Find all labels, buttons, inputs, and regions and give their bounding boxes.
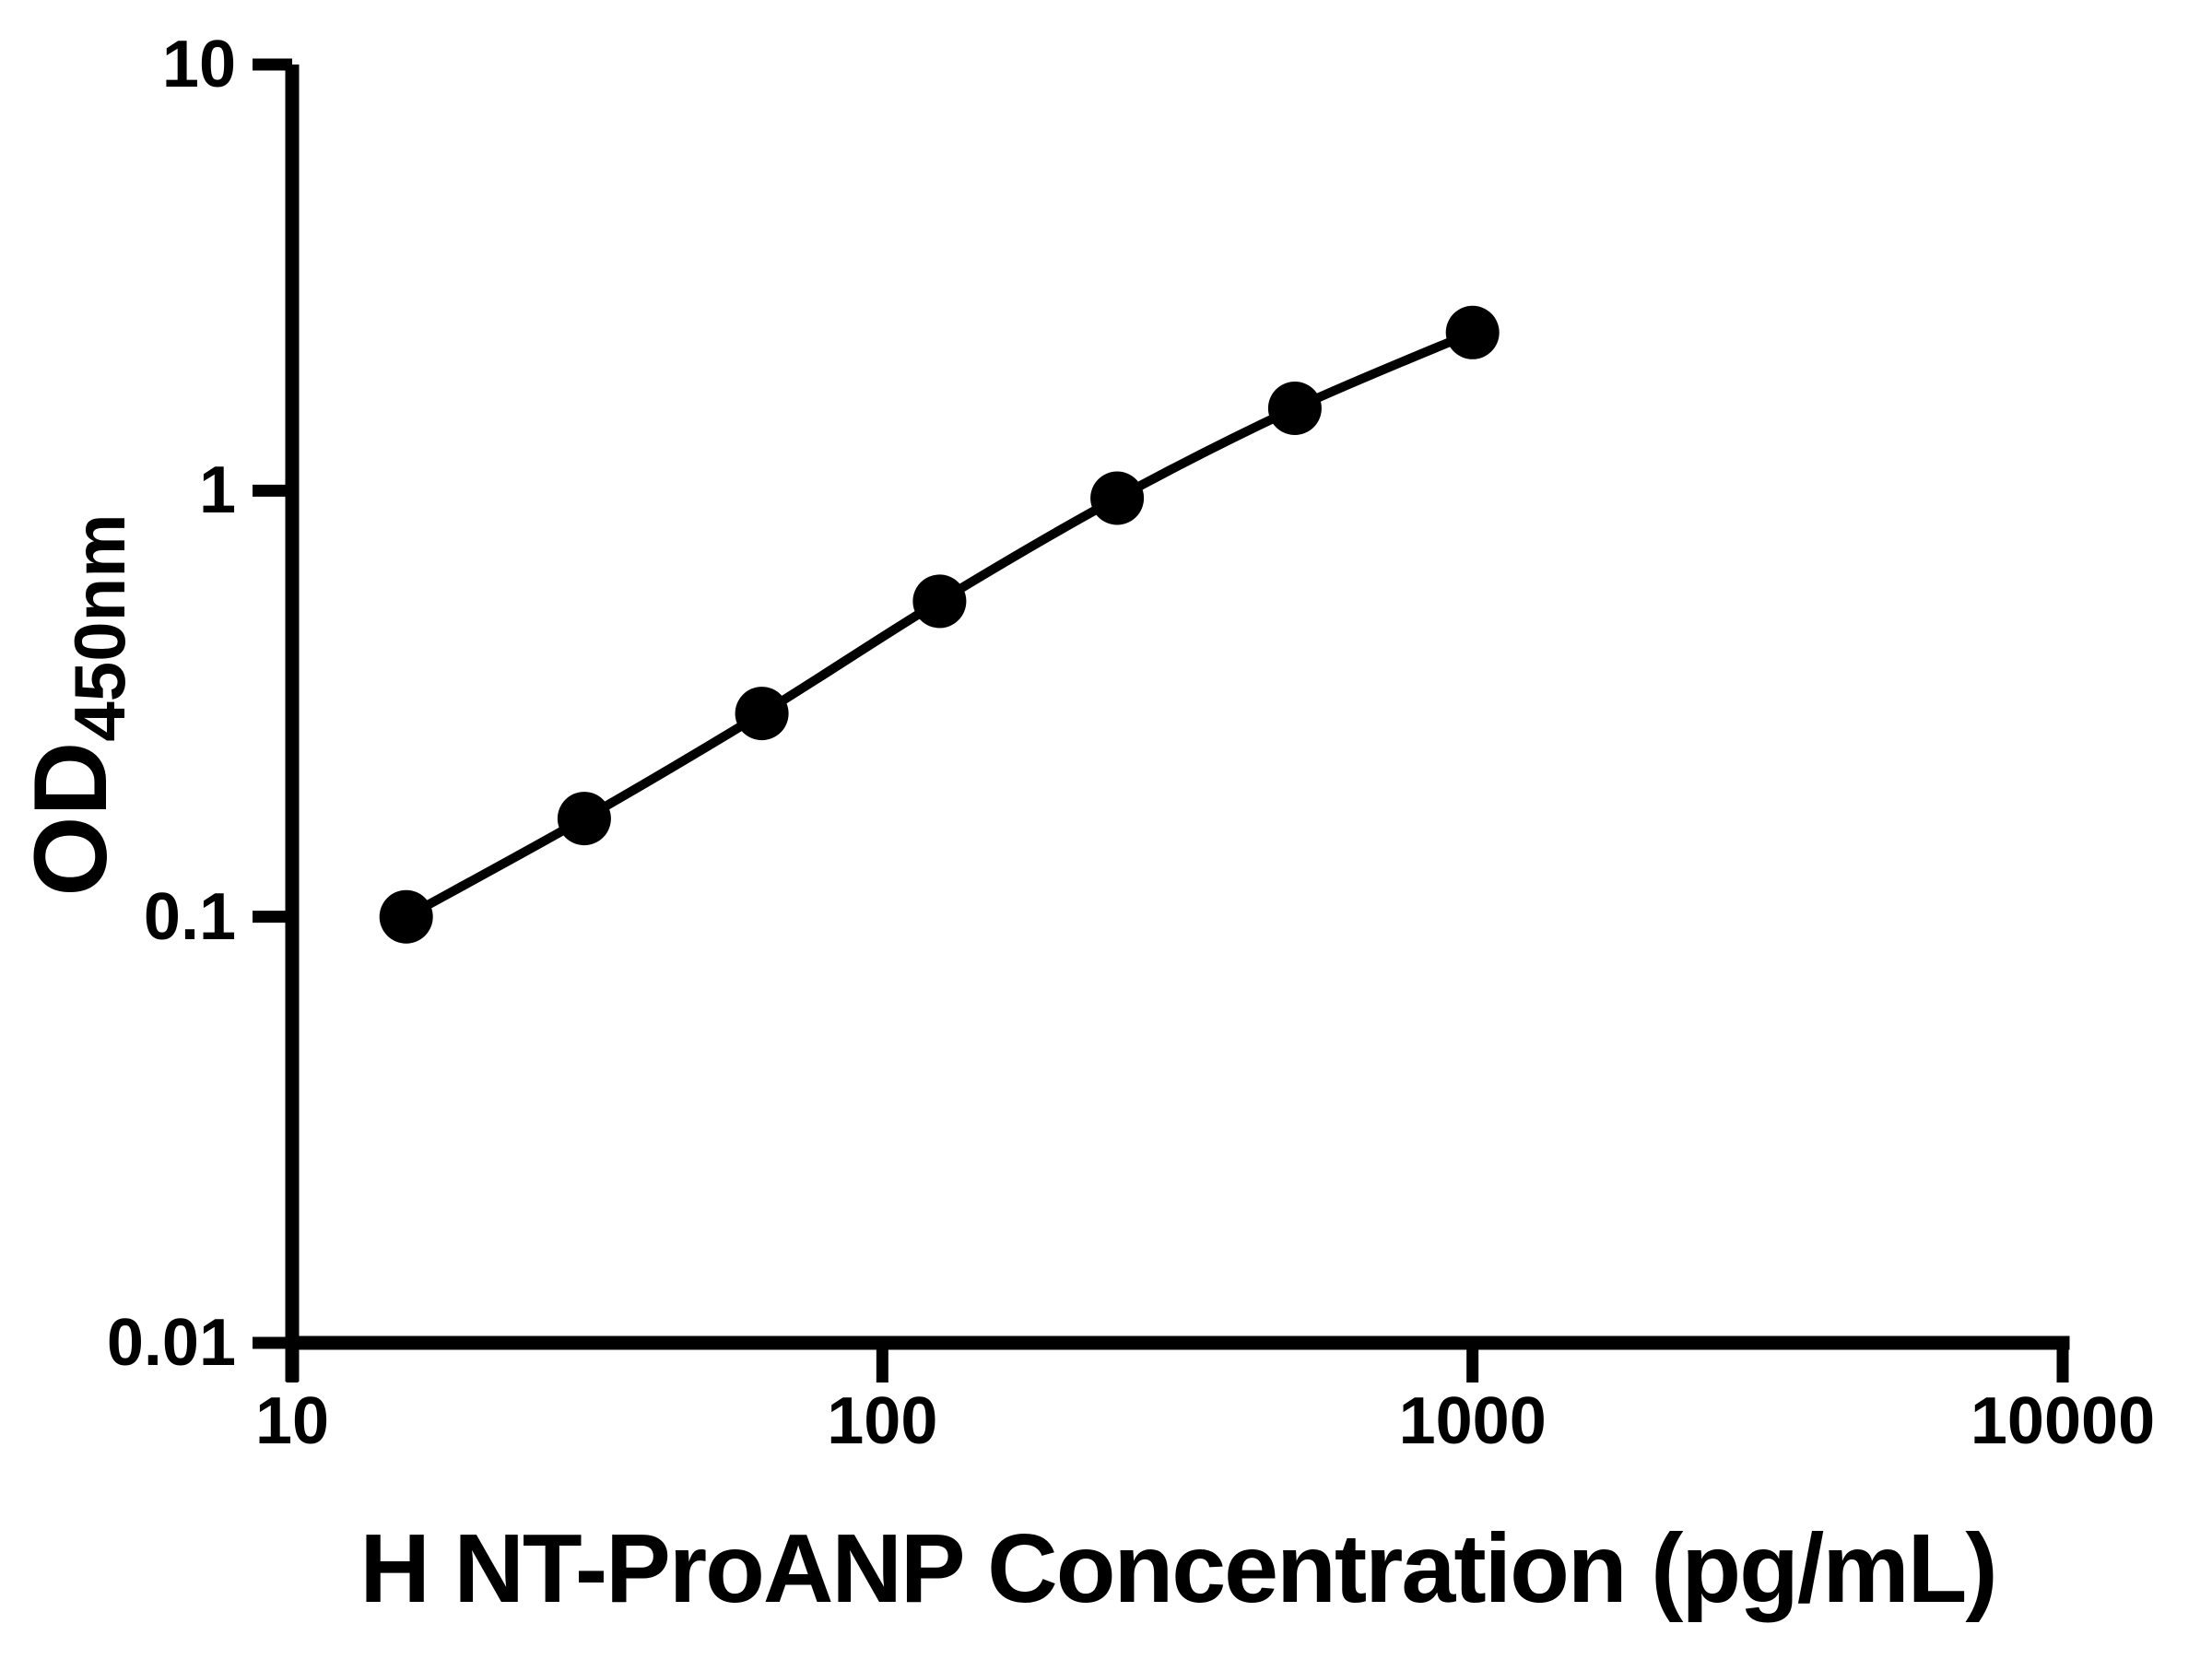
x-tick-label: 1000 [1398, 1384, 1547, 1458]
data-point-marker [379, 889, 433, 944]
data-point-marker [1267, 382, 1322, 435]
y-tick-label: 1 [198, 453, 236, 528]
data-point-marker [912, 574, 967, 629]
x-axis-title: H NT-ProANP Concentration (pg/mL) [359, 1513, 1997, 1626]
y-tick-label: 10 [161, 28, 236, 101]
y-axis-title-subscript: 450nm [59, 513, 140, 742]
y-axis-title: OD450nm [13, 513, 140, 896]
data-point-marker [557, 792, 611, 846]
data-point-marker [735, 687, 789, 741]
x-tick-label: 10000 [1970, 1384, 2156, 1458]
x-tick-label: 10 [254, 1384, 330, 1458]
y-tick-label: 0.01 [106, 1306, 236, 1380]
data-point-marker [1445, 305, 1500, 359]
y-axis-title-main: OD [13, 741, 128, 897]
y-tick-label: 0.1 [143, 879, 236, 954]
x-axis-title-text: H NT-ProANP Concentration (pg/mL) [359, 1514, 1997, 1623]
data-point-marker [1090, 471, 1145, 525]
x-tick-label: 100 [827, 1384, 938, 1458]
